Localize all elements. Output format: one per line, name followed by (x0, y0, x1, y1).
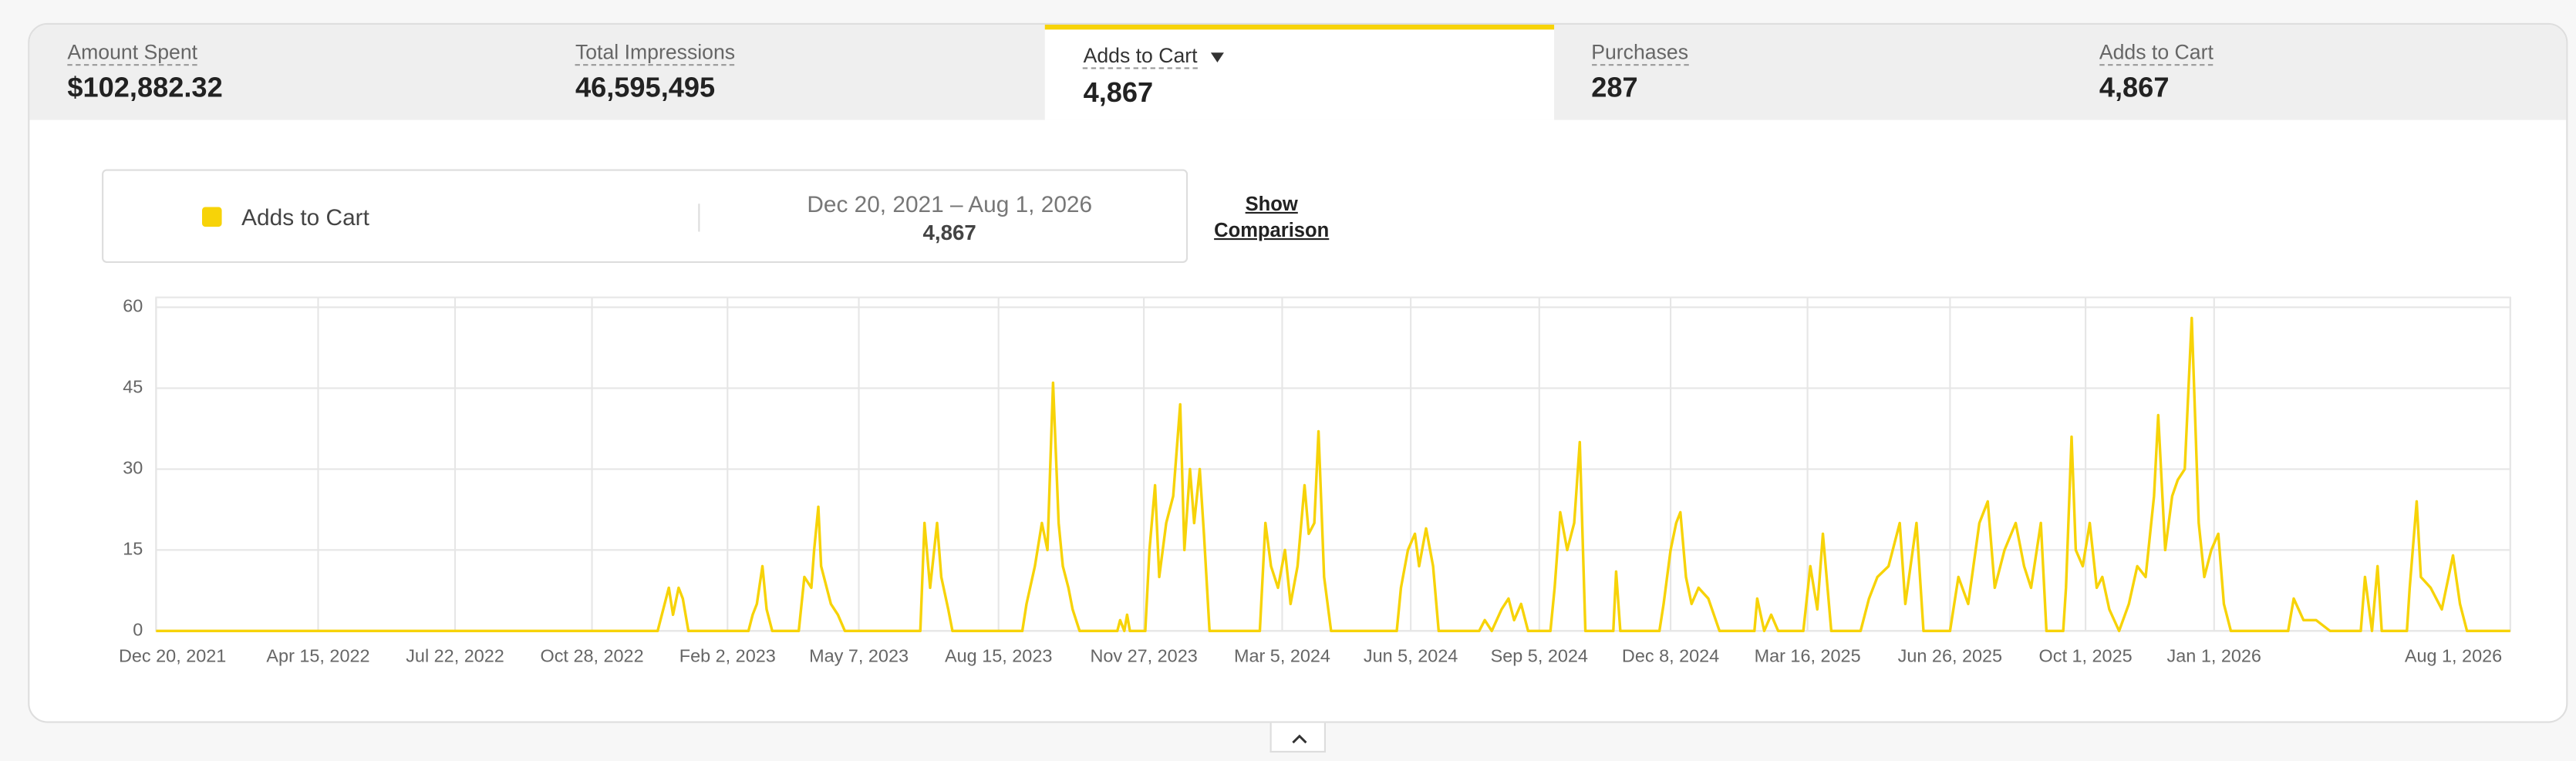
tab-label: Amount Spent (67, 41, 198, 66)
y-tick-label: 0 (133, 619, 143, 639)
x-tick-label: Aug 15, 2023 (945, 646, 1052, 666)
tab-value: $102,882.32 (67, 72, 223, 104)
tab-value: 4,867 (2099, 72, 2170, 104)
chevron-icon (1292, 734, 1307, 744)
y-tick-label: 45 (123, 377, 143, 397)
x-tick-label: Oct 1, 2025 (2039, 646, 2133, 666)
data-line (156, 316, 2510, 633)
metric-tab[interactable]: Purchases 287 (1553, 25, 2062, 120)
x-tick-label: Sep 5, 2024 (1491, 646, 1588, 666)
x-tick-label: Aug 1, 2026 (2405, 646, 2502, 666)
metric-tab[interactable]: Amount Spent $102,882.32 (29, 25, 538, 120)
x-tick-label: Nov 27, 2023 (1090, 646, 1197, 666)
date-range: Dec 20, 2021 – Aug 1, 2026 (807, 190, 1093, 217)
x-tick-label: Jun 26, 2025 (1898, 646, 2002, 666)
tab-label: Purchases (1591, 41, 1689, 66)
y-tick-label: 30 (123, 458, 143, 478)
x-tick-label: Dec 8, 2024 (1622, 646, 1719, 666)
x-tick-label: Jan 1, 2026 (2167, 646, 2261, 666)
x-tick-label: Feb 2, 2023 (679, 646, 776, 666)
metric-tab[interactable]: Total Impressions 46,595,495 (538, 25, 1046, 120)
legend-label: Adds to Cart (241, 204, 369, 231)
metric-tab[interactable]: Adds to Cart 4,867 (1045, 24, 1554, 120)
tab-value: 287 (1591, 72, 1638, 104)
x-tick-label: Apr 15, 2022 (266, 646, 369, 666)
collapse-tab[interactable] (1269, 722, 1326, 753)
metric-tab[interactable]: Adds to Cart 4,867 (2062, 25, 2566, 120)
tab-value: 46,595,495 (575, 72, 716, 104)
tab-label: Total Impressions (575, 41, 736, 66)
y-tick-label: 15 (123, 539, 143, 559)
card: Amount Spent $102,882.32 Total Impressions… (28, 22, 2568, 723)
x-tick-label: Mar 5, 2024 (1234, 646, 1330, 666)
tab-label: Adds to Cart (2099, 41, 2214, 66)
legend-box: Adds to Cart Dec 20, 2021 – Aug 1, 2026 … (102, 169, 1189, 263)
x-tick-label: Mar 16, 2025 (1755, 646, 1861, 666)
x-tick-label: Jul 22, 2022 (406, 646, 504, 666)
show-comparison-link[interactable]: Show Comparison (1214, 192, 1330, 241)
x-tick-label: Dec 20, 2021 (119, 646, 226, 666)
legend-swatch (202, 207, 222, 227)
tab-label: Adds to Cart (1083, 45, 1198, 69)
y-tick-label: 60 (123, 296, 143, 316)
metric-tabs: Amount Spent $102,882.32 Total Impressions… (29, 24, 2567, 120)
tab-value: 4,867 (1083, 77, 1154, 109)
dropdown-caret[interactable] (1211, 52, 1225, 62)
x-tick-label: Oct 28, 2022 (541, 646, 644, 666)
range-total: 4,867 (922, 220, 976, 245)
x-tick-label: May 7, 2023 (809, 646, 909, 666)
x-tick-label: Jun 5, 2024 (1364, 646, 1458, 666)
divider (698, 204, 700, 232)
plot-frame (155, 296, 2511, 632)
